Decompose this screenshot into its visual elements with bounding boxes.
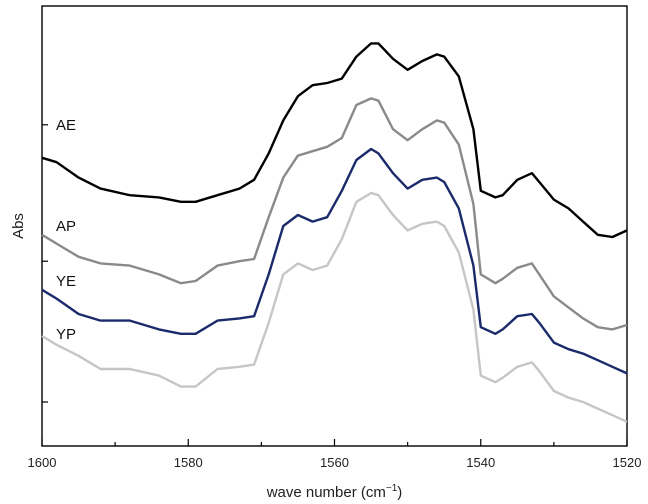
x-tick-label: 1600 [28,455,57,470]
series-label-yp: YP [56,326,76,343]
x-axis-label-close: ) [397,484,402,501]
x-tick-label: 1520 [613,455,642,470]
series-line-ap [41,97,628,331]
series-label-ap: AP [56,218,76,235]
x-axis-ticks: 1600 1580 1560 1540 1520 [28,439,642,470]
series-line-ye [41,147,628,375]
series-layer [41,42,628,423]
series-label-ae: AE [56,117,76,134]
x-tick-label: 1560 [320,455,349,470]
x-axis-label: wave number (cm−1) [266,483,403,501]
y-axis-ticks [42,124,48,403]
x-tick-label: 1580 [174,455,203,470]
x-axis-label-text: wave number (cm [266,484,386,501]
series-label-ye: YE [56,273,76,290]
y-axis-label: Abs [10,213,27,239]
series-labels: AE AP YE YP [56,117,76,343]
x-tick-label: 1540 [466,455,495,470]
x-axis-label-superscript: −1 [386,483,398,494]
series-line-yp [41,191,628,423]
plot-frame [41,5,628,447]
series-line-ae [41,42,628,239]
